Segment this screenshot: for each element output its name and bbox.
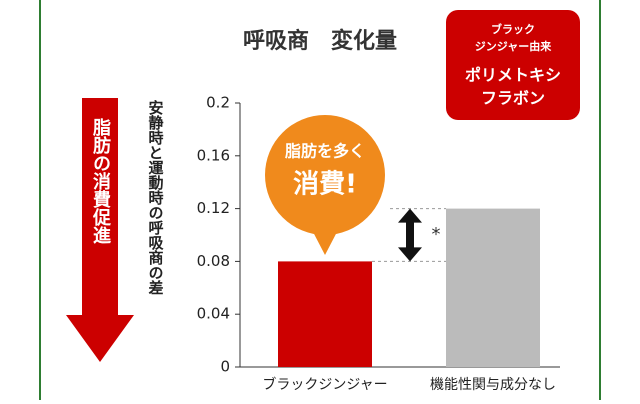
badge-text: ジンジャー由来 — [475, 39, 552, 53]
bubble — [265, 115, 385, 235]
badge-text: ポリメトキシ — [465, 66, 561, 85]
x-tick-label: ブラックジンジャー — [262, 376, 387, 393]
y-axis-label: 安静時と運動時の呼吸商の差 — [147, 99, 165, 295]
badge — [446, 10, 580, 120]
y-tick-label: 0.04 — [197, 305, 230, 323]
y-tick-label: 0.12 — [197, 199, 230, 217]
bubble-text: 消費! — [293, 170, 357, 200]
y-tick-label: 0.2 — [206, 94, 230, 112]
down-arrow — [66, 98, 134, 362]
bar — [446, 208, 540, 367]
y-tick-label: 0.08 — [197, 252, 230, 270]
bubble-text: 脂肪を多く — [285, 142, 365, 161]
badge-text: ブラック — [491, 22, 535, 36]
bubble-tail — [312, 230, 338, 255]
y-tick-label: 0.16 — [197, 146, 230, 164]
x-tick-label: 機能性関与成分なし — [430, 377, 556, 393]
arrow-label: 脂肪の消費促進 — [90, 118, 112, 245]
double-arrow — [398, 208, 422, 262]
y-tick-label: 0 — [220, 358, 230, 376]
bar — [278, 261, 372, 367]
badge-text: フラボン — [481, 89, 545, 108]
chart-title: 呼吸商 変化量 — [243, 28, 397, 54]
significance-mark: * — [432, 224, 441, 245]
